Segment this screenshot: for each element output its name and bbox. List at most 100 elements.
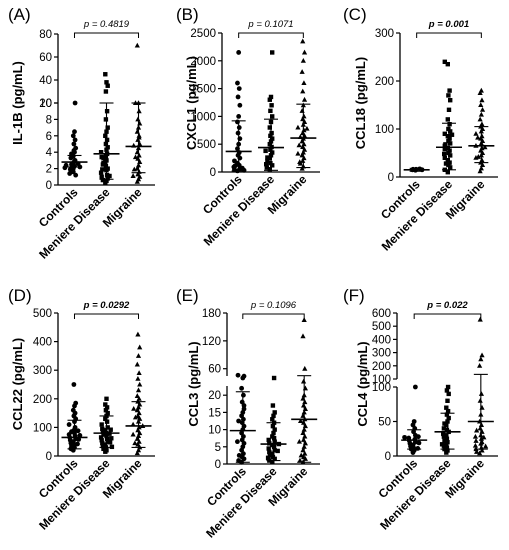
data-point	[105, 125, 110, 130]
data-point	[70, 407, 76, 413]
data-point	[445, 158, 450, 163]
data-point	[136, 134, 142, 140]
data-point	[295, 124, 301, 130]
data-point	[300, 454, 307, 460]
data-point	[406, 435, 412, 441]
data-point	[478, 422, 485, 427]
data-point	[270, 454, 276, 460]
significance-bracket	[413, 313, 482, 319]
data-point	[411, 419, 417, 424]
data-point	[444, 433, 449, 438]
data-point	[135, 447, 142, 453]
y-tick-label: 500	[197, 139, 216, 151]
y-tick-label: 15	[208, 407, 221, 419]
data-point	[75, 441, 80, 447]
data-point	[298, 452, 304, 458]
data-point	[475, 134, 481, 140]
data-point	[272, 410, 277, 415]
data-point	[412, 384, 418, 390]
data-point	[66, 422, 72, 427]
y-tick-label: 60	[39, 52, 52, 64]
data-point	[236, 418, 242, 424]
y-tick-label: 120	[202, 336, 221, 348]
p-value-label: p = 0.4819	[83, 19, 130, 30]
data-point	[446, 126, 451, 132]
data-point	[73, 400, 79, 406]
y-tick-label: 100	[375, 124, 394, 136]
data-point	[267, 453, 273, 458]
data-point	[445, 134, 450, 139]
p-value-label: p = 0.1071	[247, 19, 293, 30]
data-point	[103, 89, 109, 94]
data-point	[477, 316, 483, 322]
data-point	[100, 167, 105, 172]
data-point	[236, 86, 242, 91]
data-point	[478, 147, 484, 153]
data-point	[445, 146, 450, 151]
data-point	[448, 129, 453, 134]
data-point	[301, 155, 307, 161]
data-point	[105, 166, 110, 171]
data-point	[135, 171, 141, 177]
data-point	[104, 448, 109, 453]
data-point	[271, 375, 277, 381]
data-point	[104, 419, 110, 424]
data-point	[232, 163, 238, 169]
data-point	[77, 433, 83, 438]
data-point	[270, 163, 275, 168]
data-point	[301, 49, 308, 55]
panel-label: (A)	[8, 5, 31, 24]
y-tick-label: 0	[385, 451, 391, 463]
data-point	[416, 440, 422, 446]
data-point	[132, 154, 139, 160]
y-tick-label: 0	[215, 459, 221, 471]
data-point	[479, 352, 485, 358]
data-point	[445, 384, 451, 390]
data-point	[235, 372, 241, 378]
data-point	[472, 433, 479, 439]
data-point	[302, 433, 308, 439]
data-point	[297, 159, 303, 164]
data-point	[267, 125, 272, 130]
y-tick-label: 10	[39, 98, 52, 110]
data-point	[300, 130, 306, 136]
data-point	[235, 94, 241, 100]
data-point	[268, 147, 273, 152]
y-tick-label: 500	[33, 308, 52, 320]
data-point	[447, 160, 452, 165]
data-point	[445, 117, 450, 122]
y-axis-title: IL-1B (pg/mL)	[10, 61, 25, 145]
data-point	[99, 154, 104, 160]
data-point	[134, 178, 140, 184]
panel-label: (D)	[8, 286, 32, 305]
data-point	[98, 170, 104, 175]
data-point	[135, 176, 142, 182]
data-point	[265, 155, 270, 160]
y-axis-title: CCL22 (pg/mL)	[10, 338, 25, 430]
data-point	[442, 151, 447, 157]
y-tick-label: 10	[208, 425, 221, 437]
p-value-label: p = 0.022	[426, 300, 468, 311]
data-point	[271, 413, 276, 419]
data-point	[105, 410, 110, 416]
data-point	[302, 385, 308, 391]
data-point	[272, 427, 277, 432]
data-point	[301, 141, 307, 147]
data-point	[134, 450, 140, 456]
y-tick-label: 100	[33, 422, 52, 434]
y-axis-title: CCL18 (pg/mL)	[353, 57, 368, 149]
data-point	[137, 381, 143, 387]
data-point	[448, 98, 453, 103]
data-point	[107, 173, 112, 179]
data-point	[301, 80, 307, 86]
data-point	[295, 150, 301, 156]
data-point	[72, 425, 78, 430]
data-point	[479, 107, 486, 112]
significance-bracket	[242, 313, 305, 319]
y-axis-title: CXCL1 (pg/mL)	[184, 56, 199, 150]
data-point	[100, 426, 105, 432]
data-point	[267, 167, 272, 172]
data-point	[267, 449, 272, 455]
y-tick-label: 300	[33, 365, 52, 377]
